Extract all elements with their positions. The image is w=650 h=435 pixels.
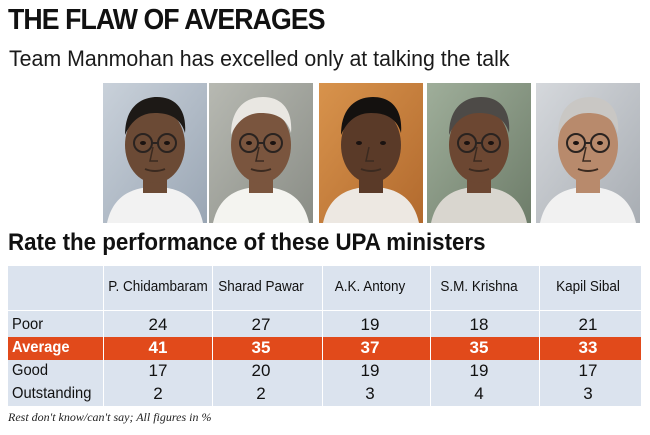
table-cell: 17 [148, 361, 168, 380]
page-title: THE FLAW OF AVERAGES [8, 4, 326, 36]
minister-photos [103, 83, 643, 223]
table-cell: 2 [256, 384, 266, 403]
table-title: Rate the performance of these UPA minist… [8, 229, 486, 256]
row-label: Good [12, 362, 49, 379]
row-label: Outstanding [12, 385, 92, 402]
page-subtitle: Team Manmohan has excelled only at talki… [9, 46, 510, 71]
table-cell: 17 [578, 361, 598, 380]
column-divider [430, 266, 431, 406]
column-divider [539, 266, 540, 406]
table-cell: 19 [360, 361, 380, 380]
table-cell: 33 [578, 338, 598, 357]
column-divider [212, 337, 213, 360]
table-cell: 24 [148, 315, 168, 334]
table-cell: 19 [469, 361, 489, 380]
row-label: Average [12, 339, 70, 356]
table-cell: 27 [251, 315, 271, 334]
column-header: Sharad Pawar [218, 278, 304, 295]
column-divider [103, 266, 104, 406]
table-cell: 37 [360, 338, 380, 357]
minister-photo [319, 83, 423, 223]
table-cell: 18 [469, 315, 489, 334]
header-divider [8, 310, 641, 311]
column-header: Kapil Sibal [556, 278, 620, 295]
table-cell: 35 [469, 338, 489, 357]
column-divider [322, 337, 323, 360]
table-cell: 3 [583, 384, 593, 403]
minister-photo [209, 83, 313, 223]
ratings-table: P. Chidambaram Sharad Pawar A.K. Antony S.M… [8, 266, 641, 406]
column-divider [103, 337, 104, 360]
minister-photo [427, 83, 531, 223]
table-row: Outstanding 2 2 3 4 3 [8, 383, 641, 406]
table-header-row: P. Chidambaram Sharad Pawar A.K. Antony S.M… [8, 266, 641, 310]
table-cell: 19 [360, 315, 380, 334]
table-cell: 35 [251, 338, 271, 357]
footnote: Rest don't know/can't say; All figures i… [8, 410, 212, 424]
column-header: S.M. Krishna [440, 278, 518, 295]
column-divider [212, 266, 213, 406]
column-divider [322, 266, 323, 406]
table-cell: 3 [365, 384, 375, 403]
table-row: Poor 24 27 19 18 21 [8, 314, 641, 337]
column-divider [539, 337, 540, 360]
minister-photo [536, 83, 640, 223]
table-cell: 41 [148, 338, 168, 357]
table-row: Good 17 20 19 19 17 [8, 360, 641, 383]
row-label: Poor [12, 316, 44, 333]
column-divider [430, 337, 431, 360]
table-row: Average 41 35 37 35 33 [8, 337, 641, 360]
table-cell: 21 [578, 315, 598, 334]
column-header: P. Chidambaram [108, 278, 208, 295]
minister-photo [103, 83, 207, 223]
table-cell: 4 [474, 384, 484, 403]
table-cell: 2 [153, 384, 163, 403]
table-cell: 20 [251, 361, 271, 380]
column-header: A.K. Antony [334, 278, 406, 295]
